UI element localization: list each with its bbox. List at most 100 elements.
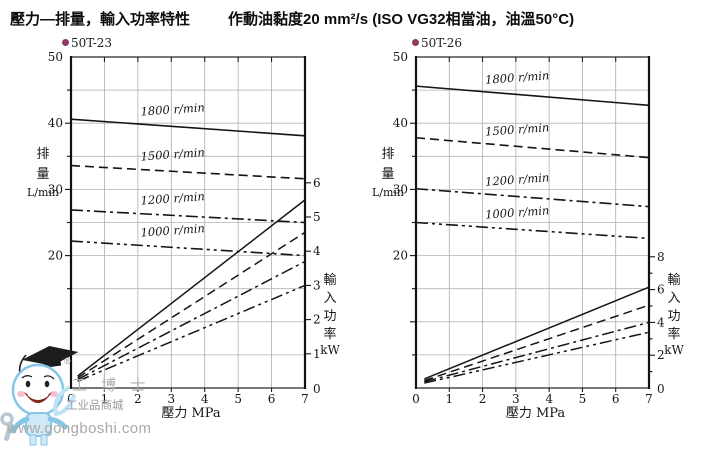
x-axis-tick-label: 3 bbox=[512, 392, 520, 406]
flow-line-1800 bbox=[415, 85, 650, 107]
x-axis-title: 壓力 MPa bbox=[506, 406, 566, 421]
x-axis-tick-label: 4 bbox=[201, 392, 209, 406]
y-left-axis-unit: L/min bbox=[27, 186, 59, 199]
y-left-axis-title: 排 bbox=[381, 147, 394, 162]
power-line-1200 bbox=[424, 321, 650, 383]
mascot-arm bbox=[10, 416, 30, 434]
x-axis-tick-label: 0 bbox=[412, 392, 420, 406]
x-axis-tick-label: 6 bbox=[268, 392, 276, 406]
x-axis-tick-label: 4 bbox=[545, 392, 553, 406]
left-axis-tick-label: 30 bbox=[48, 182, 63, 196]
bullet-icon bbox=[62, 39, 69, 46]
x-axis-title: 壓力 MPa bbox=[161, 406, 221, 421]
right-axis-tick-label: 6 bbox=[313, 176, 321, 190]
y-right-axis-unit: kW bbox=[664, 343, 684, 357]
y-right-axis-title: 入 bbox=[667, 291, 680, 306]
flow-line-1000 bbox=[415, 221, 650, 240]
teeth bbox=[27, 393, 49, 400]
mascot-body bbox=[25, 412, 52, 437]
right-axis-tick-label: 0 bbox=[313, 382, 321, 396]
left-axis-tick-label: 20 bbox=[48, 249, 63, 263]
left-axis-tick-label: 50 bbox=[48, 50, 63, 64]
power-line-1500 bbox=[77, 231, 306, 379]
x-axis-tick-label: 2 bbox=[479, 392, 487, 406]
right-axis-tick-label: 3 bbox=[313, 278, 321, 292]
y-left-axis-title: 量 bbox=[36, 167, 49, 182]
eyebrow bbox=[43, 375, 55, 380]
watermark-swoosh bbox=[53, 386, 76, 417]
power-line-1000 bbox=[77, 284, 306, 382]
y-right-axis-title: 入 bbox=[323, 291, 336, 306]
flow-line-1000 bbox=[70, 240, 306, 257]
left-axis-tick-label: 30 bbox=[393, 182, 408, 196]
cheek bbox=[17, 391, 25, 397]
oil-condition-note: 作動油黏度20 mm²/s (ISO VG32相當油，油溫50°C) bbox=[228, 11, 575, 28]
y-right-axis-title: 功 bbox=[667, 309, 680, 324]
right-axis-tick-label: 6 bbox=[657, 283, 665, 297]
power-line-1000 bbox=[424, 331, 650, 384]
mascot-leg bbox=[40, 434, 48, 446]
watermark-mascot bbox=[0, 345, 79, 446]
series-label: 1000 r/min bbox=[485, 203, 550, 221]
series-label: 1000 r/min bbox=[140, 221, 205, 239]
x-axis-tick-label: 7 bbox=[645, 392, 653, 406]
left-axis-tick-label: 50 bbox=[393, 50, 408, 64]
power-line-1800 bbox=[424, 286, 650, 380]
right-axis-tick-label: 1 bbox=[313, 347, 321, 361]
x-axis-tick-label: 5 bbox=[234, 392, 242, 406]
right-axis-tick-label: 2 bbox=[657, 348, 665, 362]
chart-title-text: 50T-26 bbox=[421, 36, 463, 50]
flow-line-1200 bbox=[415, 187, 650, 208]
mascot-arm bbox=[47, 416, 68, 430]
x-axis-tick-label: 6 bbox=[612, 392, 620, 406]
graduation-cap-icon bbox=[21, 345, 79, 368]
right-axis-tick-label: 4 bbox=[657, 315, 665, 329]
right-axis-tick-label: 0 bbox=[657, 382, 665, 396]
cheek bbox=[50, 391, 58, 397]
power-line-1500 bbox=[424, 304, 650, 382]
x-axis-tick-label: 7 bbox=[301, 392, 309, 406]
series-label: 1200 r/min bbox=[140, 189, 205, 207]
y-left-axis-unit: L/min bbox=[372, 186, 404, 199]
watermark-brand: 工 博 士 bbox=[72, 377, 151, 394]
right-axis-tick-label: 8 bbox=[657, 250, 665, 264]
eyebrow bbox=[21, 375, 33, 379]
y-left-axis-title: 排 bbox=[36, 147, 49, 162]
x-axis-tick-label: 5 bbox=[579, 392, 587, 406]
chart-title-50T-23: 50T-23 bbox=[62, 36, 112, 50]
y-right-axis-title: 功 bbox=[323, 309, 336, 324]
y-right-axis-unit: kW bbox=[320, 343, 340, 357]
bullet-icon bbox=[412, 39, 419, 46]
x-axis-tick-label: 1 bbox=[445, 392, 453, 406]
left-axis-tick-label: 40 bbox=[48, 116, 63, 130]
chart-title-text: 50T-23 bbox=[71, 36, 113, 50]
eye bbox=[44, 380, 50, 388]
flow-line-1200 bbox=[70, 209, 306, 224]
series-label: 1200 r/min bbox=[485, 170, 550, 188]
y-right-axis-title: 率 bbox=[323, 326, 336, 342]
eye bbox=[25, 380, 31, 388]
left-axis-tick-label: 40 bbox=[393, 116, 408, 130]
series-label: 1500 r/min bbox=[485, 120, 550, 138]
right-axis-tick-label: 2 bbox=[313, 313, 321, 327]
power-line-1200 bbox=[77, 260, 306, 381]
series-label: 1800 r/min bbox=[140, 100, 205, 118]
right-axis-tick-label: 5 bbox=[313, 210, 321, 224]
watermark-site-url: www.gongboshi.com bbox=[7, 420, 152, 437]
left-axis-tick-label: 20 bbox=[393, 249, 408, 263]
watermark-mall-label: 工业品商城 bbox=[66, 400, 124, 412]
wrench-icon bbox=[0, 412, 14, 442]
y-right-axis-title: 輸 bbox=[667, 273, 680, 288]
power-line-1800 bbox=[77, 199, 306, 377]
y-right-axis-title: 率 bbox=[667, 326, 680, 342]
series-label: 1500 r/min bbox=[140, 145, 205, 163]
flow-line-1800 bbox=[70, 118, 306, 137]
y-right-axis-title: 輸 bbox=[323, 273, 336, 288]
y-left-axis-title: 量 bbox=[381, 167, 394, 182]
x-axis-tick-label: 3 bbox=[167, 392, 175, 406]
right-axis-tick-label: 4 bbox=[313, 244, 321, 258]
registered-mark: ® bbox=[64, 356, 71, 366]
x-axis-tick-label: 2 bbox=[134, 392, 142, 406]
chart-title-50T-26: 50T-26 bbox=[412, 36, 462, 50]
